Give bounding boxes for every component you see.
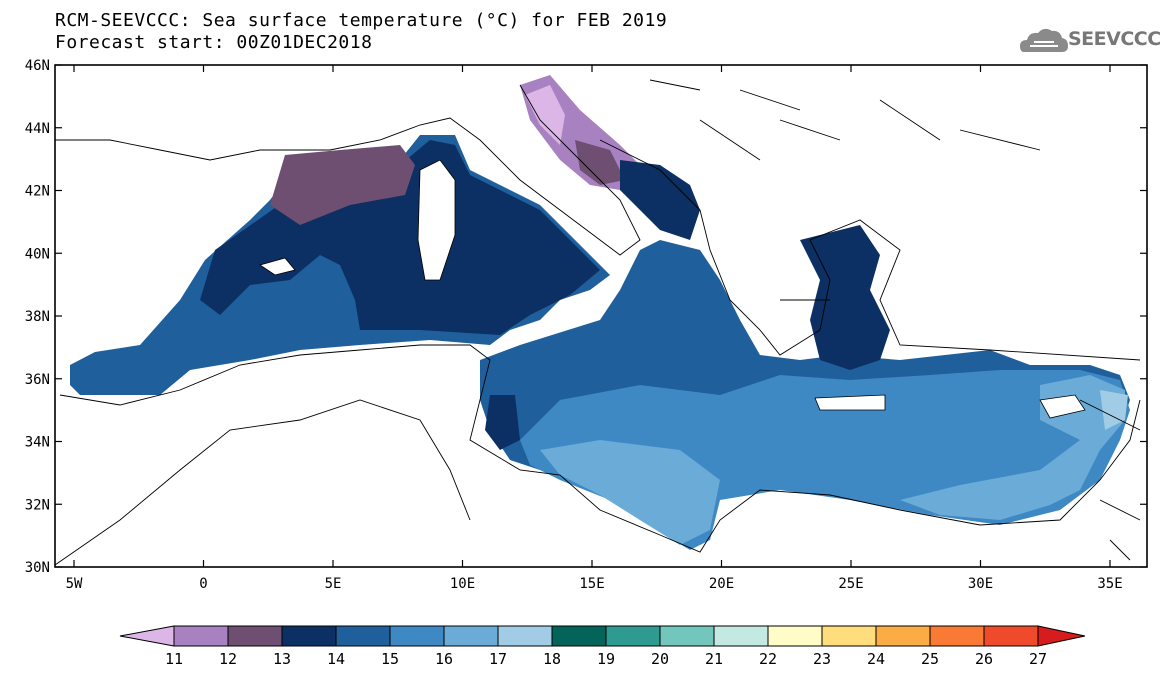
colorbar-segment xyxy=(713,625,769,647)
lon-label: 10E xyxy=(450,576,475,592)
lon-label: 0 xyxy=(199,576,207,592)
lon-label: 5E xyxy=(325,576,342,592)
lat-label: 34N xyxy=(25,435,50,451)
colorbar-level-label: 24 xyxy=(866,650,886,668)
longitude-axis: 5W 0 5E 10E 15E 20E 25E 30E 35E xyxy=(66,65,1123,592)
colorbar-segment xyxy=(983,625,1039,647)
colorbar-segment xyxy=(551,625,607,647)
colorbar-level-label: 14 xyxy=(326,650,346,668)
colorbar-segment xyxy=(227,625,283,647)
map-title: RCM-SEEVCCC: Sea surface temperature (°C… xyxy=(55,10,668,31)
colorbar-level-label: 26 xyxy=(974,650,994,668)
lat-label: 30N xyxy=(25,560,50,576)
lon-label: 30E xyxy=(968,576,993,592)
colorbar-level-label: 16 xyxy=(434,650,454,668)
colorbar-left-arrow xyxy=(119,625,175,647)
colorbar-level-label: 12 xyxy=(218,650,238,668)
lon-label: 20E xyxy=(709,576,734,592)
colorbar-level-label: 20 xyxy=(650,650,670,668)
colorbar-level-label: 27 xyxy=(1028,650,1048,668)
lat-label: 38N xyxy=(25,309,50,325)
colorbar-right-arrow xyxy=(1037,625,1086,647)
coastlines xyxy=(54,79,1141,566)
colorbar-level-label: 18 xyxy=(542,650,562,668)
colorbar-level-label: 15 xyxy=(380,650,400,668)
cloud-logo-icon xyxy=(1020,28,1068,52)
colorbar-segment xyxy=(767,625,823,647)
colorbar-segment xyxy=(443,625,499,647)
lat-label: 32N xyxy=(25,497,50,513)
forecast-start-label: Forecast start: 00Z01DEC2018 xyxy=(55,32,373,53)
colorbar xyxy=(119,625,1086,647)
lon-label: 25E xyxy=(838,576,863,592)
lat-label: 44N xyxy=(25,121,50,137)
lon-label: 15E xyxy=(579,576,604,592)
colorbar-segment xyxy=(281,625,337,647)
colorbar-segment xyxy=(605,625,661,647)
colorbar-segment xyxy=(929,625,985,647)
lon-label: 35E xyxy=(1097,576,1122,592)
lat-label: 40N xyxy=(25,246,50,262)
colorbar-level-label: 11 xyxy=(164,650,184,668)
lat-label: 42N xyxy=(25,184,50,200)
colorbar-level-label: 21 xyxy=(704,650,724,668)
lat-label: 46N xyxy=(25,58,50,74)
colorbar-segment xyxy=(173,625,229,647)
latitude-axis: 46N 44N 42N 40N 38N 36N 34N 32N 30N xyxy=(25,58,1147,576)
colorbar-level-label: 23 xyxy=(812,650,832,668)
colorbar-level-label: 19 xyxy=(596,650,616,668)
colorbar-segment xyxy=(335,625,391,647)
sea-field xyxy=(70,75,1130,550)
colorbar-segment xyxy=(659,625,715,647)
colorbar-segment xyxy=(875,625,931,647)
colorbar-level-label: 25 xyxy=(920,650,940,668)
colorbar-segment xyxy=(497,625,553,647)
lon-label: 5W xyxy=(66,576,83,592)
logo-text: SEEVCCC xyxy=(1068,28,1161,50)
colorbar-level-label: 13 xyxy=(272,650,292,668)
colorbar-segment xyxy=(389,625,445,647)
colorbar-level-label: 17 xyxy=(488,650,508,668)
colorbar-segment xyxy=(821,625,877,647)
lat-label: 36N xyxy=(25,372,50,388)
colorbar-level-label: 22 xyxy=(758,650,778,668)
